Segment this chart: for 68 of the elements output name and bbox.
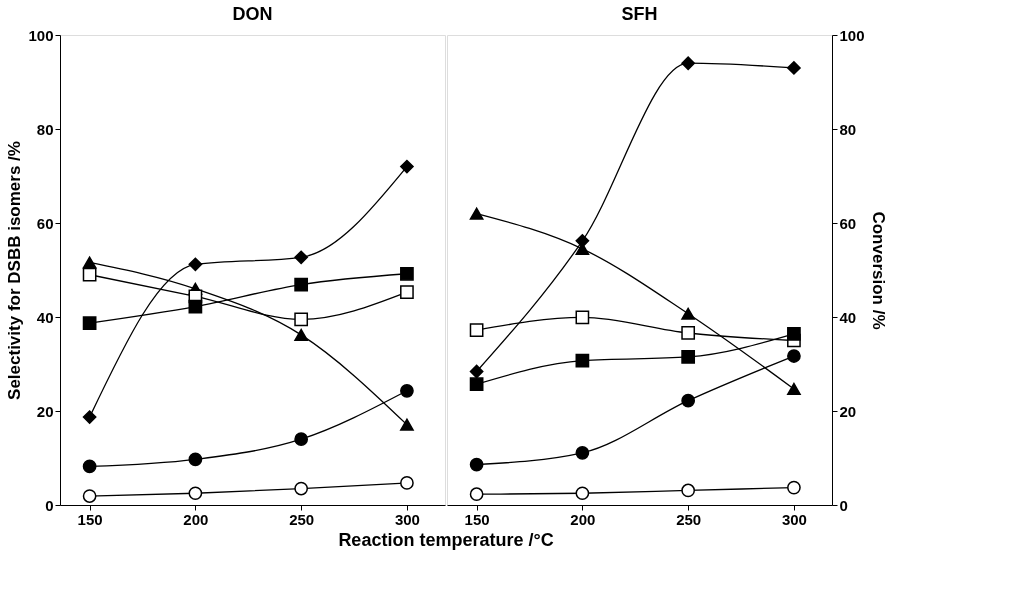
point [82,256,97,269]
point [400,476,414,490]
point [681,350,696,364]
point [82,316,97,330]
point [400,418,414,431]
y-tick-label: 60 [36,214,54,232]
y2-tick-label: 40 [839,308,857,326]
point [400,285,414,299]
point [400,159,414,174]
y-tick-label: 40 [36,308,54,326]
point [294,432,309,447]
point [188,257,203,272]
y2-axis-title: Conversion /% [868,211,888,330]
point [575,310,590,325]
point [188,486,203,501]
point [787,382,801,395]
x-tick-label: 250 [676,510,702,528]
point [294,250,309,265]
y-tick-label: 20 [36,402,54,420]
point [681,483,696,498]
point [469,457,484,472]
point [787,327,801,341]
chart-title: SFH [621,4,658,24]
point [469,377,484,392]
point [294,277,309,292]
x-tick-label: 300 [394,510,420,528]
x-tick-label: 200 [183,510,209,528]
point [294,328,309,341]
point [469,364,484,379]
point [82,267,97,282]
point [82,459,97,474]
x-tick-label: 250 [289,510,315,528]
point [469,487,484,502]
point [575,445,590,460]
point [188,299,203,314]
y2-tick-label: 20 [839,402,857,420]
y2-tick-label: 100 [839,26,865,44]
point [188,452,203,467]
point [294,312,309,327]
y-axis-title: Selectivity for DSBB isomers /% [5,141,25,400]
point [400,266,414,281]
point [681,56,696,71]
y2-tick-label: 80 [839,120,857,138]
x-tick-label: 200 [570,510,596,528]
point [787,349,801,363]
chart-title: DON [232,4,273,24]
y2-tick-label: 60 [839,214,857,232]
point [681,307,696,320]
x-tick-label: 300 [781,510,807,528]
y-tick-label: 80 [36,120,54,138]
x-tick-label: 150 [464,510,490,528]
x-axis-title: Reaction temperature /°C [338,529,554,550]
y-tick-label: 100 [28,26,54,44]
point [681,393,696,408]
point [294,481,309,496]
point [469,323,484,338]
point [400,383,414,398]
point [82,410,97,424]
point [575,353,590,368]
point [787,480,801,495]
x-tick-label: 150 [77,510,103,528]
point [575,486,590,501]
point [469,207,484,220]
point [681,326,696,340]
point [82,489,97,503]
y2-tick-label: 0 [839,496,848,514]
y-tick-label: 0 [45,496,54,514]
point [787,61,801,75]
